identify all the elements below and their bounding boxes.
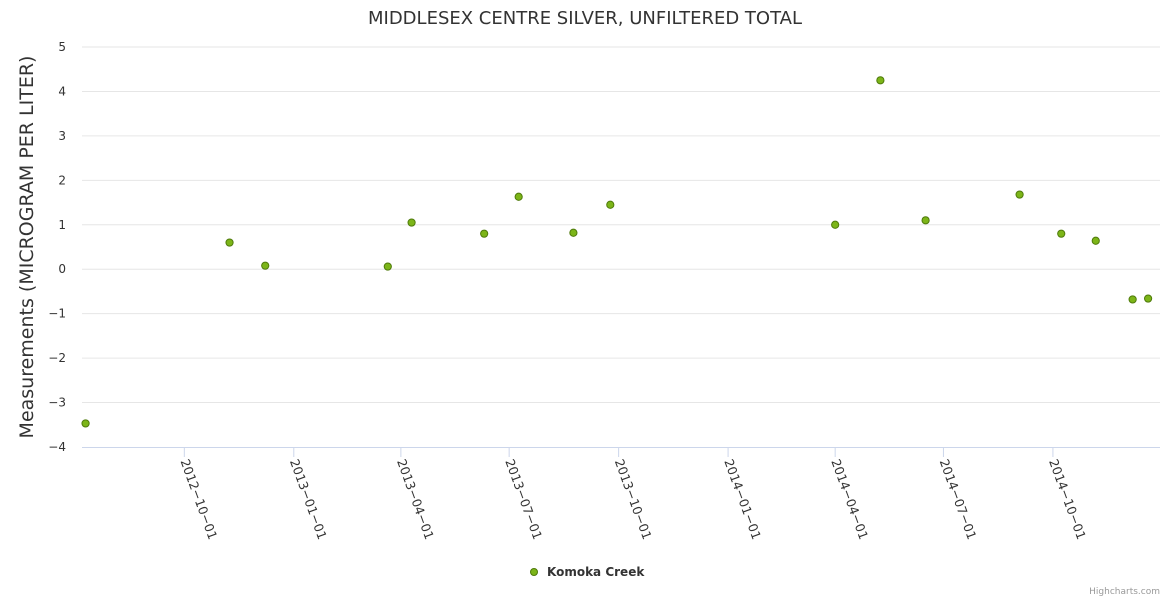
grid-lines (82, 46, 1160, 404)
x-tick-label: 2014−07−01 (937, 457, 980, 542)
data-point[interactable] (480, 229, 489, 238)
data-point[interactable] (1091, 236, 1100, 245)
x-tick-label: 2014−10−01 (1046, 457, 1089, 542)
legend-label-komoka-creek[interactable]: Komoka Creek (547, 565, 645, 579)
data-point[interactable] (569, 228, 578, 237)
y-tick-label: 1 (58, 218, 66, 232)
data-point[interactable] (1144, 294, 1153, 303)
y-tick-label: −1 (48, 307, 66, 321)
data-point[interactable] (407, 218, 416, 227)
y-tick-label: −4 (48, 440, 66, 454)
y-tick-label: 4 (58, 84, 66, 98)
x-axis: 2012−10−01 2013−01−01 2013−04−01 2013−07−01… (82, 447, 1160, 542)
x-tick-label: 2013−01−01 (287, 457, 330, 542)
data-point[interactable] (225, 238, 234, 247)
data-point[interactable] (383, 262, 392, 271)
y-axis-ticks: 5 4 3 2 1 0 −1 −2 −3 −4 (48, 40, 66, 454)
data-point[interactable] (81, 419, 90, 428)
y-tick-label: 3 (58, 129, 66, 143)
y-tick-label: 2 (58, 173, 66, 187)
y-tick-label: 0 (58, 262, 66, 276)
x-tick-label: 2014−04−01 (828, 457, 871, 542)
data-point[interactable] (514, 192, 523, 201)
legend[interactable]: Komoka Creek (530, 565, 646, 579)
chart-title: MIDDLESEX CENTRE SILVER, UNFILTERED TOTA… (368, 8, 802, 29)
data-point[interactable] (1015, 190, 1024, 199)
data-point[interactable] (831, 220, 840, 229)
legend-marker-komoka-creek (530, 568, 538, 576)
y-tick-label: 5 (58, 40, 66, 54)
data-point[interactable] (1128, 295, 1137, 304)
y-axis-label: Measurements (MICROGRAM PER LITER) (16, 56, 38, 439)
y-tick-label: −2 (48, 351, 66, 365)
x-tick-label: 2013−10−01 (612, 457, 655, 542)
x-tick-label: 2013−04−01 (394, 457, 437, 542)
data-point[interactable] (876, 76, 885, 85)
x-tick-label: 2013−07−01 (502, 457, 545, 542)
y-tick-label: −3 (48, 396, 66, 410)
data-point[interactable] (1057, 229, 1066, 238)
x-tick-label: 2012−10−01 (178, 457, 221, 542)
data-points (81, 76, 1153, 428)
credits-link[interactable]: Highcharts.com (1089, 587, 1160, 597)
data-point[interactable] (921, 216, 930, 225)
data-point[interactable] (606, 200, 615, 209)
x-tick-label: 2014−01−01 (721, 457, 764, 542)
data-point[interactable] (261, 261, 270, 270)
